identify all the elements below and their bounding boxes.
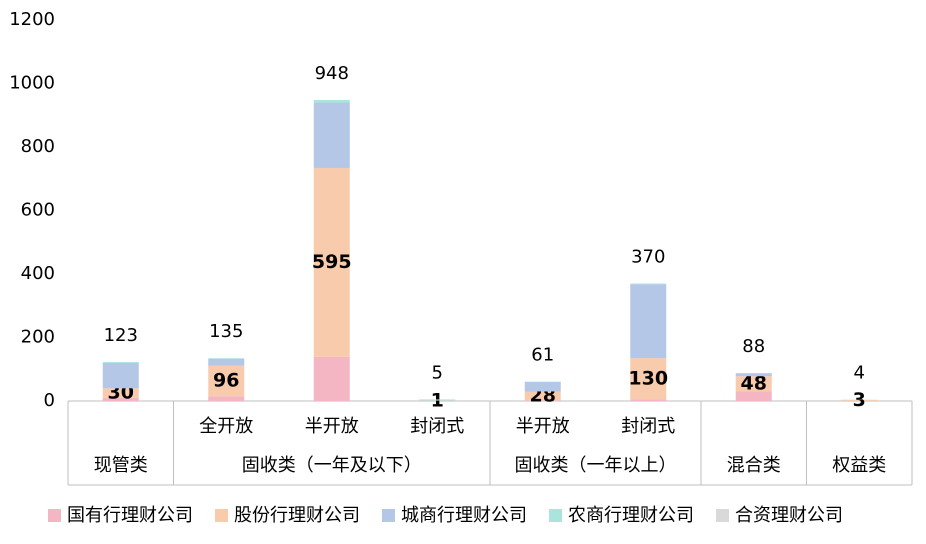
bar-segment [630,399,666,401]
group-label: 现管类 [94,455,148,476]
y-tick-label: 600 [21,200,55,221]
bar-segment [103,362,139,363]
total-label: 948 [315,63,349,84]
legend-label: 城商行理财公司 [401,505,527,526]
bar-segment [630,284,666,358]
segment-label: 96 [213,369,239,391]
group-label: 权益类 [832,455,886,476]
total-label: 61 [531,345,554,366]
legend-swatch [48,509,61,522]
group-label: 混合类 [727,455,781,476]
y-tick-label: 1200 [9,9,55,30]
bar-segment [208,359,244,366]
x-tick-label: 半开放 [516,416,570,437]
segment-label: 595 [312,251,352,273]
x-tick-label: 封闭式 [410,416,464,437]
bar-segment [208,358,244,359]
legend-label: 农商行理财公司 [568,505,694,526]
x-tick-label: 半开放 [305,416,359,437]
legend-label: 合资理财公司 [735,505,843,526]
group-label: 固收类（一年及以下） [242,455,422,476]
bar-segment [419,399,455,400]
legend-label: 国有行理财公司 [67,505,193,526]
legend-swatch [549,509,562,522]
legend-label: 股份行理财公司 [234,505,360,526]
legend-swatch [215,509,228,522]
group-label: 固收类（一年以上） [515,455,677,476]
bar-segment [630,284,666,285]
bar-segment [314,357,350,401]
total-label: 135 [209,321,243,342]
total-label: 4 [854,363,865,384]
bar-segment [103,363,139,388]
x-tick-label: 封闭式 [621,416,675,437]
y-tick-label: 0 [44,390,55,411]
legend-swatch [716,509,729,522]
bar-segment [208,396,244,401]
y-tick-label: 200 [21,327,55,348]
y-tick-label: 400 [21,263,55,284]
bar-segment [525,382,561,392]
x-tick-label: 全开放 [199,416,253,437]
y-tick-label: 1000 [9,73,55,94]
legend-swatch [382,509,395,522]
total-label: 88 [742,336,765,357]
bar-segment [736,373,772,376]
y-tick-label: 800 [21,136,55,157]
total-label: 123 [104,325,138,346]
bar-segment [314,100,350,103]
total-label: 5 [432,362,443,383]
total-label: 370 [631,247,665,268]
segment-label: 130 [628,367,668,389]
bar-segment [314,103,350,168]
